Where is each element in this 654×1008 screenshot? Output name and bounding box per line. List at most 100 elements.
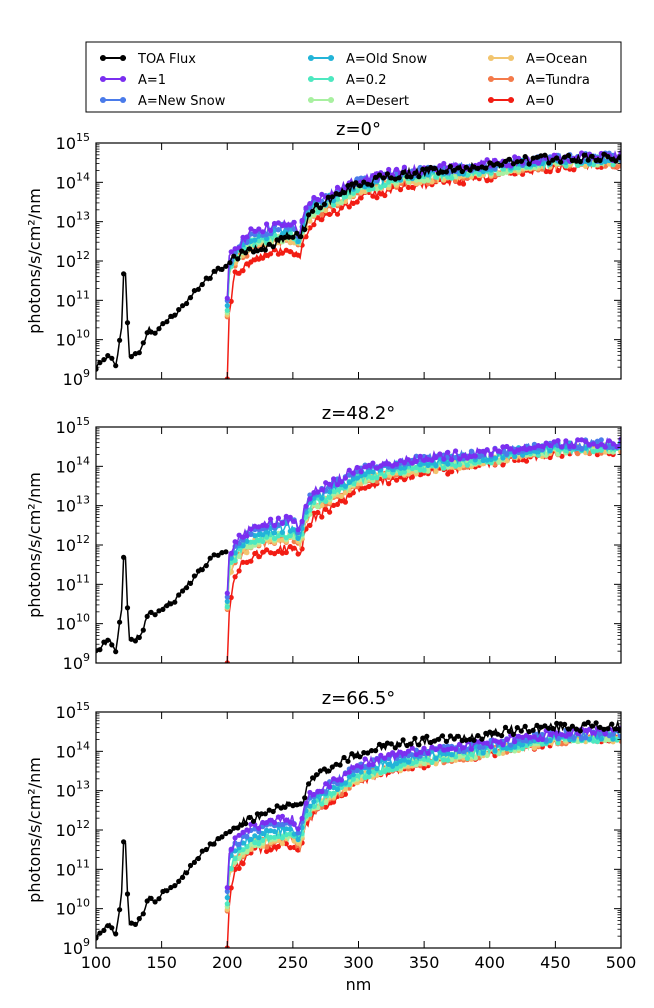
data-point: [105, 353, 111, 359]
data-point: [547, 169, 553, 175]
data-point: [295, 239, 301, 245]
data-point: [563, 733, 569, 739]
data-point: [307, 789, 313, 796]
data-point: [366, 774, 372, 780]
data-point: [180, 874, 186, 881]
data-point: [504, 745, 510, 752]
data-point: [180, 588, 186, 594]
data-point: [412, 735, 418, 741]
data-point: [323, 781, 329, 787]
legend-marker: [508, 76, 514, 82]
data-point: [408, 174, 414, 180]
legend-label: TOA Flux: [137, 52, 196, 67]
data-point: [315, 209, 321, 215]
data-point: [334, 501, 341, 507]
data-point: [500, 455, 506, 461]
data-point: [394, 461, 400, 467]
data-point: [457, 456, 463, 462]
data-point: [428, 739, 434, 746]
data-point: [460, 745, 467, 751]
data-point: [334, 786, 341, 793]
data-point: [294, 802, 300, 808]
data-point: [243, 250, 249, 256]
data-point: [156, 896, 162, 902]
data-point: [236, 270, 242, 276]
data-point: [199, 281, 205, 288]
data-point: [358, 175, 364, 181]
data-point: [199, 848, 205, 854]
data-point: [598, 447, 604, 453]
data-point: [291, 545, 297, 551]
data-point: [433, 454, 439, 461]
data-point: [543, 737, 549, 743]
data-point: [409, 184, 415, 190]
data-point: [593, 157, 599, 164]
data-point: [445, 174, 451, 180]
data-point: [350, 490, 356, 496]
data-point: [457, 180, 463, 186]
data-point: [244, 559, 250, 566]
data-point: [275, 548, 281, 555]
data-point: [471, 164, 477, 170]
legend-marker: [100, 97, 106, 103]
data-point: [283, 549, 289, 556]
x-tick-label: 200: [212, 953, 243, 972]
data-point: [345, 183, 351, 189]
data-point: [295, 836, 301, 843]
data-point: [567, 731, 573, 737]
data-point: [370, 475, 376, 481]
data-point: [244, 834, 250, 840]
data-point: [260, 229, 266, 235]
data-point: [334, 781, 341, 787]
y-tick-label: 1011: [56, 572, 90, 594]
data-point: [480, 744, 486, 750]
data-point: [373, 748, 379, 754]
y-tick-label: 109: [63, 936, 90, 958]
data-point: [610, 731, 616, 737]
data-point: [378, 752, 384, 758]
data-point: [520, 746, 526, 752]
data-point: [602, 731, 608, 737]
data-point: [514, 725, 520, 731]
data-point: [325, 768, 331, 774]
data-point: [256, 226, 262, 232]
y-tick-label: 1012: [56, 249, 90, 271]
legend-entry-a-new-snow: A=New Snow: [100, 94, 226, 109]
data-point: [457, 462, 463, 468]
data-point: [291, 252, 297, 258]
x-tick-label: 500: [606, 953, 637, 972]
data-point: [491, 730, 497, 736]
data-point: [491, 162, 497, 168]
data-point: [441, 465, 447, 471]
data-point: [354, 773, 360, 779]
data-point: [512, 739, 518, 745]
x-tick-label: 400: [474, 953, 505, 972]
data-point: [523, 732, 530, 739]
data-point: [227, 829, 233, 835]
data-point: [594, 447, 601, 453]
series-line: [226, 158, 621, 379]
data-point: [327, 784, 333, 790]
data-point: [264, 252, 270, 258]
data-point: [433, 746, 439, 753]
data-point: [425, 462, 431, 468]
data-point: [354, 475, 360, 481]
data-point: [401, 477, 407, 483]
data-point: [325, 194, 331, 200]
data-point: [287, 819, 293, 825]
data-point: [539, 736, 545, 743]
data-point: [307, 205, 313, 211]
data-point: [247, 246, 253, 252]
data-point: [287, 544, 293, 550]
legend-marker: [120, 76, 126, 82]
data-point: [250, 249, 257, 255]
data-point: [232, 856, 238, 862]
axes-frame: [95, 426, 622, 664]
data-point: [97, 360, 103, 366]
data-point: [421, 765, 427, 771]
legend: TOA Flux A=Old Snow A=Ocean A=1 A=0.2 A=Tundr…: [85, 41, 622, 113]
data-point: [575, 445, 581, 451]
data-point: [523, 738, 530, 744]
data-point: [311, 799, 317, 805]
data-point: [346, 769, 352, 775]
